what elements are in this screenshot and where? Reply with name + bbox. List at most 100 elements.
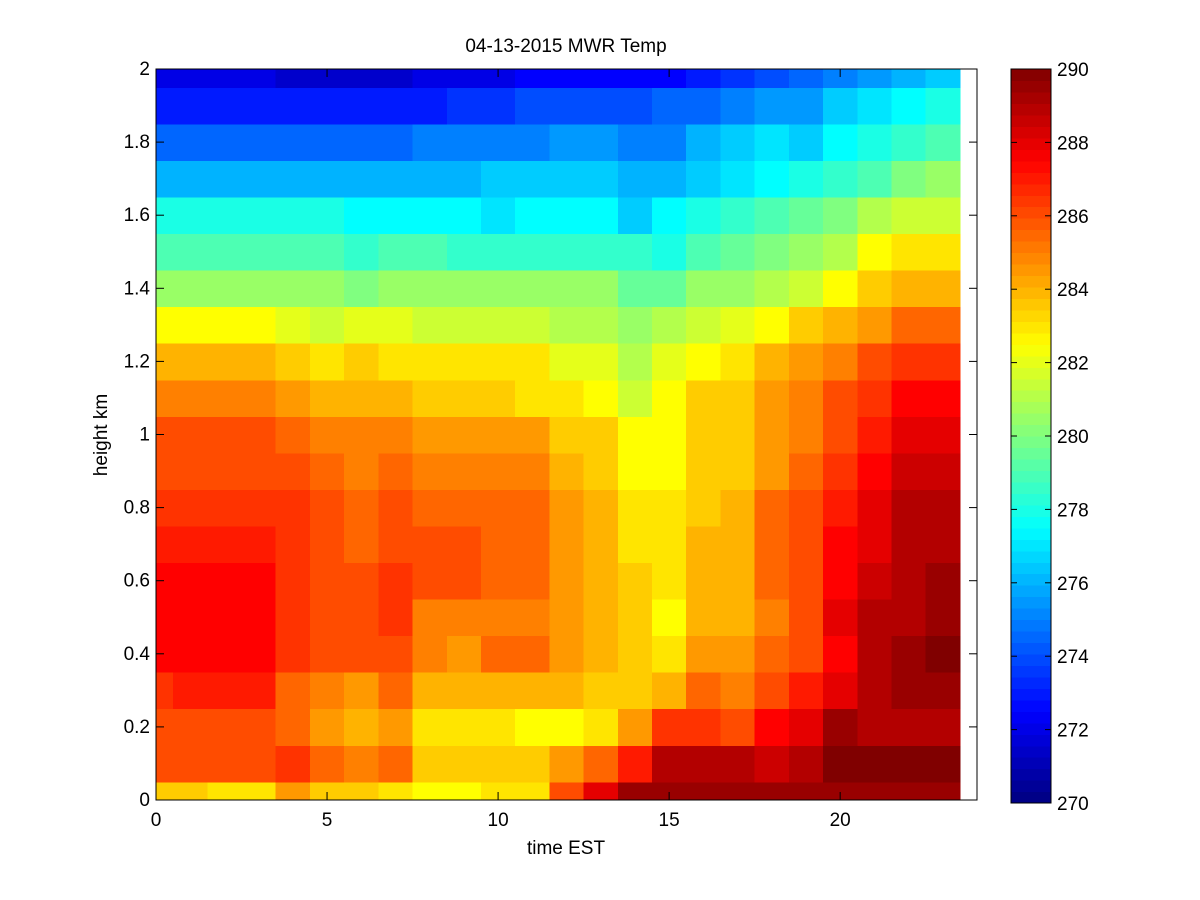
colorbar-tick-label: 270 bbox=[1057, 794, 1089, 815]
heatmap-cell bbox=[686, 123, 722, 161]
colorbar-segment bbox=[1011, 355, 1051, 368]
heatmap-cell bbox=[857, 745, 893, 783]
heatmap-cell bbox=[925, 270, 961, 308]
heatmap-cell bbox=[788, 672, 824, 710]
heatmap-cell bbox=[446, 489, 482, 527]
heatmap-cell bbox=[754, 635, 790, 673]
heatmap-cell bbox=[549, 598, 585, 637]
heatmap-cell bbox=[275, 562, 311, 600]
colorbar-segment bbox=[1011, 481, 1051, 494]
heatmap-cell bbox=[925, 196, 961, 235]
heatmap-cell bbox=[275, 598, 311, 637]
plot-axes: 0 5 10 15 20 0 0.2 0.4 0.6 0.8 1 1.2 1.4 1.6 1.8 2 bbox=[124, 59, 978, 831]
heatmap-cell bbox=[583, 306, 619, 344]
heatmap-cell bbox=[344, 562, 379, 600]
heatmap-cell bbox=[378, 708, 414, 746]
heatmap-cell bbox=[823, 452, 858, 490]
colorbar-segment bbox=[1011, 91, 1051, 105]
y-tick-label: 1.6 bbox=[124, 205, 150, 226]
heatmap-cell bbox=[412, 343, 448, 381]
heatmap-cell bbox=[207, 379, 243, 417]
heatmap-cell bbox=[173, 270, 208, 308]
heatmap-cell bbox=[891, 708, 927, 746]
heatmap-cell bbox=[549, 416, 585, 454]
heatmap-cell bbox=[823, 379, 858, 417]
heatmap-cell bbox=[720, 343, 756, 381]
heatmap-cell bbox=[686, 270, 722, 308]
heatmap-cell bbox=[207, 123, 243, 161]
heatmap-cell bbox=[754, 672, 790, 710]
heatmap-cell bbox=[275, 525, 311, 564]
heatmap-cell bbox=[378, 745, 414, 783]
heatmap-cell bbox=[686, 562, 722, 600]
heatmap-cell bbox=[309, 672, 345, 710]
heatmap-cell bbox=[583, 69, 619, 88]
colorbar-segment bbox=[1011, 252, 1051, 265]
heatmap-cell bbox=[652, 270, 687, 308]
heatmap-cell bbox=[583, 781, 619, 801]
heatmap-cell bbox=[823, 525, 858, 564]
heatmap-cell bbox=[549, 525, 585, 564]
heatmap-cell bbox=[378, 69, 414, 88]
heatmap-cell bbox=[788, 87, 824, 125]
heatmap-cell bbox=[275, 69, 311, 88]
heatmap-cell bbox=[241, 69, 277, 88]
heatmap-cell bbox=[788, 306, 824, 344]
heatmap-cell bbox=[925, 489, 961, 527]
heatmap-cell bbox=[207, 672, 243, 710]
heatmap-cell bbox=[344, 87, 379, 125]
heatmap-cell bbox=[891, 672, 927, 710]
heatmap-cell bbox=[207, 525, 243, 564]
colorbar-segment bbox=[1011, 596, 1051, 609]
colorbar-segment bbox=[1011, 734, 1051, 747]
heatmap-cell bbox=[173, 306, 208, 344]
y-tick-label: 2 bbox=[139, 59, 150, 80]
heatmap-cell bbox=[309, 708, 345, 746]
y-tick-label: 0.2 bbox=[124, 717, 150, 738]
heatmap-cell bbox=[617, 69, 653, 88]
heatmap-cell bbox=[412, 379, 448, 417]
heatmap-cell bbox=[686, 306, 722, 344]
heatmap-cell bbox=[156, 525, 174, 564]
heatmap-cell bbox=[583, 87, 619, 125]
heatmap-cell bbox=[207, 416, 243, 454]
heatmap-cell bbox=[344, 306, 379, 344]
heatmap-cell bbox=[549, 233, 585, 271]
heatmap-cell bbox=[652, 160, 687, 198]
heatmap-cell bbox=[480, 672, 516, 710]
heatmap-cell bbox=[754, 87, 790, 125]
heatmap-cell bbox=[446, 416, 482, 454]
heatmap-cell bbox=[617, 233, 653, 271]
heatmap-cell bbox=[378, 562, 414, 600]
heatmap-cell bbox=[583, 196, 619, 235]
heatmap-cell bbox=[720, 745, 756, 783]
heatmap-cell bbox=[446, 379, 482, 417]
heatmap-cell bbox=[515, 562, 550, 600]
heatmap-cell bbox=[378, 452, 414, 490]
heatmap-cell bbox=[156, 87, 174, 125]
heatmap-cell bbox=[344, 781, 379, 801]
heatmap-cell bbox=[309, 379, 345, 417]
heatmap-cell bbox=[412, 781, 448, 801]
heatmap-cell bbox=[378, 196, 414, 235]
heatmap-cell bbox=[686, 87, 722, 125]
heatmap-cell bbox=[583, 452, 619, 490]
heatmap-cell bbox=[412, 598, 448, 637]
heatmap-cell bbox=[241, 416, 277, 454]
colorbar-segment bbox=[1011, 768, 1051, 781]
heatmap-cell bbox=[156, 745, 174, 783]
colorbar-segment bbox=[1011, 413, 1051, 426]
heatmap-cell bbox=[583, 160, 619, 198]
heatmap-cell bbox=[925, 379, 961, 417]
heatmap-cell bbox=[652, 196, 687, 235]
heatmap-cell bbox=[686, 160, 722, 198]
heatmap-cell bbox=[446, 233, 482, 271]
colorbar-segment bbox=[1011, 229, 1051, 242]
heatmap-cell bbox=[309, 69, 345, 88]
heatmap-cell bbox=[720, 379, 756, 417]
heatmap-cell bbox=[857, 708, 893, 746]
heatmap-cell bbox=[549, 672, 585, 710]
colorbar-segment bbox=[1011, 206, 1051, 219]
y-tick-label: 1 bbox=[139, 425, 150, 446]
heatmap-cell bbox=[515, 69, 550, 88]
